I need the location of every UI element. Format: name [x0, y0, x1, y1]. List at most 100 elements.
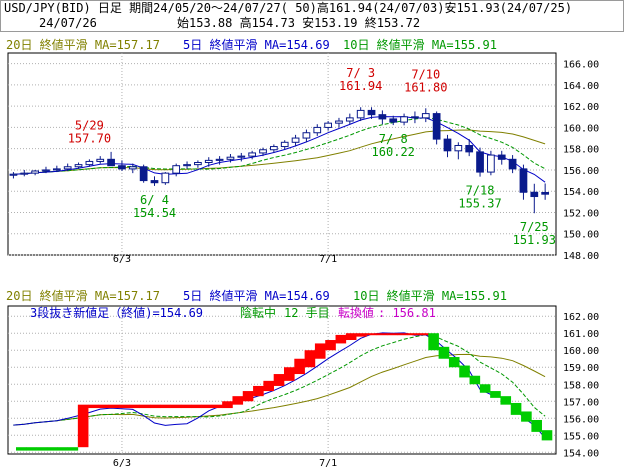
- annotation-date: 5/29: [75, 118, 104, 132]
- brick-up: [335, 334, 347, 344]
- candle-body-up: [183, 164, 191, 167]
- brick-down: [521, 411, 532, 422]
- brick-down: [67, 447, 79, 451]
- candle-body-down: [476, 151, 484, 173]
- break-ytick-label: 155.00: [563, 431, 599, 442]
- bottom-legend-ma20: 20日 終値平滑 MA=157.17: [6, 288, 160, 303]
- candle-body-up: [421, 113, 430, 119]
- candle-body-up: [400, 116, 408, 123]
- candle-body-down: [367, 109, 376, 116]
- annotation-value: 155.37: [458, 197, 501, 211]
- break-reversal-label: 転換値: [338, 305, 374, 320]
- candle-ytick-label: 154.00: [563, 187, 599, 198]
- brick-up: [77, 404, 89, 448]
- header-ohlc-text: 始153.88 高154.73 安153.19 終153.72: [177, 16, 421, 30]
- candle-body-up: [324, 122, 332, 128]
- candle-body-down: [150, 180, 159, 184]
- candle-plot-frame: [7, 52, 557, 256]
- candle-body-up: [280, 141, 289, 148]
- candle-body-up: [204, 159, 213, 164]
- annotation-value: 151.93: [513, 233, 556, 247]
- annotation-value: 154.54: [133, 206, 176, 220]
- brick-up: [356, 333, 367, 337]
- candle-body-up: [96, 158, 105, 162]
- brick-up: [397, 333, 408, 336]
- brick-up: [418, 333, 429, 336]
- annotation-date: 6/ 4: [140, 193, 169, 207]
- annotation-value: 160.22: [372, 145, 415, 159]
- bottom-legend-ma10: 10日 終値平滑 MA=155.91: [353, 288, 507, 303]
- brick-down: [459, 365, 470, 378]
- brick-down: [46, 447, 58, 451]
- candle-body-up: [302, 132, 311, 139]
- brick-down: [428, 333, 439, 351]
- candle-body-down: [508, 158, 517, 170]
- annotation-value: 157.70: [68, 131, 111, 145]
- brick-up: [150, 404, 161, 409]
- candle-ma20-line: [13, 129, 546, 175]
- candle-ytick-label: 148.00: [563, 251, 599, 262]
- candle-body-up: [487, 154, 495, 173]
- brick-up: [98, 404, 110, 409]
- candle-body-down: [139, 166, 148, 182]
- break-ytick-label: 161.00: [563, 329, 599, 340]
- candle-y-axis: 166.00 164.00 162.00 160.00 158.00 156.00 154.…: [563, 60, 599, 262]
- candle-ma10-line: [13, 117, 546, 175]
- brick-up: [253, 385, 264, 397]
- brick-up: [191, 404, 202, 409]
- candle-body-up: [194, 162, 202, 166]
- break-bricks: [16, 333, 553, 451]
- candle-body-up: [313, 126, 322, 134]
- candle-body-up: [85, 160, 94, 166]
- top-legend-ma5: 5日 終値平滑 MA=154.69: [183, 37, 330, 52]
- candle-series: [9, 107, 550, 214]
- break-status: 陰転中: [240, 305, 276, 320]
- break-ytick-label: 157.00: [563, 397, 599, 408]
- candle-body-up: [74, 164, 83, 168]
- brick-up: [376, 333, 388, 336]
- break-ytick-label: 156.00: [563, 414, 599, 425]
- brick-down: [448, 357, 460, 368]
- candle-body-down: [118, 165, 126, 170]
- break-ma20-line: [13, 353, 546, 426]
- break-x-axis: 6/3 7/1: [113, 458, 337, 469]
- annotation-date: 7/25: [520, 220, 549, 234]
- candle-body-up: [63, 166, 72, 170]
- candle-ytick-label: 156.00: [563, 166, 599, 177]
- header-ohlc-bar: 24/07/26 始153.88 高154.73 安153.19 終153.72: [0, 16, 624, 32]
- annotation-date: 7/ 8: [379, 132, 408, 146]
- candle-ytick-label: 162.00: [563, 102, 599, 113]
- brick-up: [108, 404, 120, 409]
- candle-body-up: [226, 156, 235, 160]
- candle-ytick-label: 152.00: [563, 208, 599, 219]
- brick-up: [345, 333, 357, 341]
- annotation-value: 161.80: [404, 80, 447, 94]
- annotation-date: 7/18: [466, 184, 495, 198]
- candle-body-up: [52, 168, 61, 171]
- brick-up: [407, 333, 419, 336]
- candle-body-up: [9, 173, 18, 176]
- brick-up: [201, 404, 213, 409]
- candle-body-down: [389, 118, 398, 123]
- break-ytick-label: 159.00: [563, 363, 599, 374]
- break-reversal-value: : 156.81: [378, 306, 436, 320]
- candle-ma-lines: [13, 116, 546, 183]
- brick-up: [387, 333, 398, 336]
- candle-body-up: [42, 169, 50, 172]
- break-ytick-label: 158.00: [563, 380, 599, 391]
- candle-grid: [8, 53, 556, 256]
- candle-body-down: [541, 191, 550, 195]
- brick-up: [294, 358, 305, 375]
- brick-down: [510, 402, 522, 415]
- brick-down: [541, 430, 553, 441]
- brick-down: [469, 375, 481, 385]
- brick-down: [16, 447, 27, 451]
- annotation-date: 7/ 3: [346, 66, 375, 80]
- candle-ytick-label: 150.00: [563, 230, 599, 241]
- candle-body-down: [107, 158, 115, 167]
- candle-ytick-label: 160.00: [563, 123, 599, 134]
- candle-body-up: [215, 158, 224, 161]
- candle-body-down: [411, 116, 419, 119]
- brick-up: [304, 350, 316, 368]
